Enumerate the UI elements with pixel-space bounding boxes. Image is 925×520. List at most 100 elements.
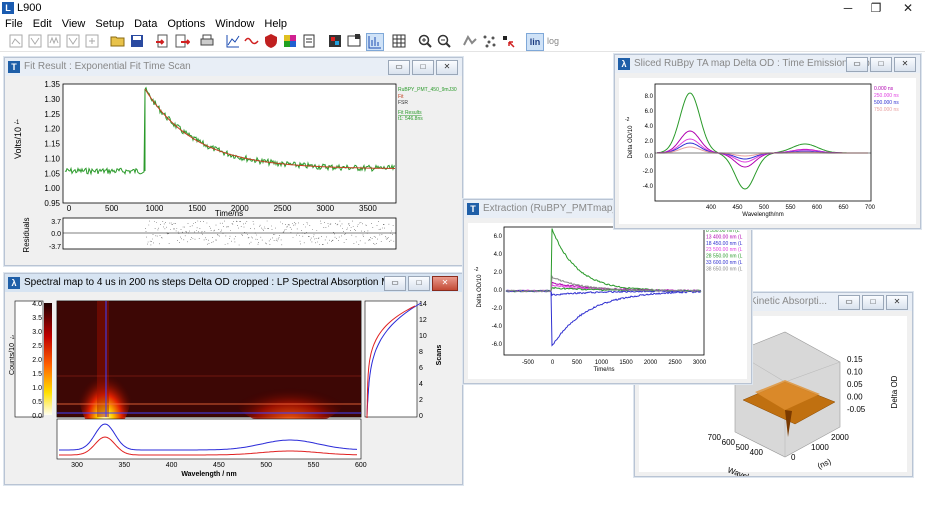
fit-ytick: 0.95 [44, 199, 60, 208]
grid-colors-icon[interactable] [282, 33, 298, 49]
spectral-map-window: λ Spectral map to 4 us in 200 ns steps D… [4, 273, 463, 485]
kinetic-wavelength-tick: 500 [736, 443, 750, 452]
extraction-ytick: 2.0 [494, 270, 503, 276]
spectral-close-button[interactable]: ✕ [432, 276, 458, 291]
sliced-window-titlebar[interactable]: λ Sliced RuBpy TA map Delta OD : Time Em… [615, 55, 920, 73]
spectral-xtick: 300 [71, 462, 83, 469]
spectrum-profile-red [59, 436, 358, 456]
spectral-ylabel-exponent: -1 [10, 335, 15, 341]
extraction-ylabel-exponent: -2 [474, 267, 479, 273]
palette-icon[interactable] [327, 33, 343, 49]
sliced-plot[interactable]: 8.0 6.0 4.0 2.0 0.0 -2.0 -4.0 400 450 500 550 600 6… [615, 74, 920, 228]
window-a-icon[interactable] [8, 33, 24, 49]
window-c-icon[interactable] [46, 33, 62, 49]
spectral-xtick: 500 [260, 462, 272, 469]
fit-window-titlebar[interactable]: T Fit Result : Exponential Fit Time Scan… [5, 58, 462, 76]
minimize-button[interactable]: ─ [843, 1, 853, 15]
cursor-icon[interactable] [500, 33, 516, 49]
shield-icon[interactable] [263, 33, 279, 49]
menu-edit[interactable]: Edit [32, 18, 52, 30]
menu-file[interactable]: File [5, 18, 23, 30]
spectral-ytick: 0.5 [32, 399, 42, 406]
menu-options[interactable]: Options [167, 18, 206, 30]
spectral-xtick: 450 [213, 462, 225, 469]
kinetic-minimize-button[interactable]: ▭ [838, 295, 860, 310]
spectral-ytick: 1.5 [32, 371, 42, 378]
fit-close-button[interactable]: ✕ [436, 60, 458, 75]
sliced-window-icon: λ [618, 58, 630, 70]
sliced-legend-entry: 750.000 ns [874, 107, 899, 113]
extraction-window-icon: T [467, 203, 479, 215]
fit-window-title: Fit Result : Exponential Fit Time Scan [24, 61, 191, 72]
window-d-icon[interactable] [65, 33, 81, 49]
extraction-legend-entry: 8 350.00 nm (L [706, 228, 740, 234]
fit-ytick: 1.30 [44, 95, 60, 104]
zoom-out-icon[interactable] [436, 33, 452, 49]
spectral-plot[interactable]: 4.0 3.5 3.0 2.5 2.0 1.5 1.0 0.5 0.0 Counts/10 -1… [5, 293, 462, 484]
document-icon[interactable] [301, 33, 317, 49]
sliced-legend-entry: 0.000 ns [874, 86, 894, 92]
export-icon[interactable] [174, 33, 190, 49]
fit-exponential-curve [144, 88, 395, 169]
close-button[interactable]: ✕ [902, 1, 914, 15]
fit-result-window: T Fit Result : Exponential Fit Time Scan… [4, 57, 463, 266]
menu-data[interactable]: Data [134, 18, 158, 30]
window-e-icon[interactable] [84, 33, 100, 49]
spectral-ytick: 1.0 [32, 385, 42, 392]
extraction-plot[interactable]: 6.0 4.0 2.0 0.0 -2.0 -4.0 -6.0 -500 0 500 1000 150… [464, 219, 751, 383]
restore-button[interactable]: ❐ [870, 1, 882, 15]
spectral-maximize-button[interactable]: □ [408, 276, 430, 291]
fit-legend-results: Fit Results [398, 110, 422, 116]
sliced-window-title: Sliced RuBpy TA map Delta OD : Time Emis… [634, 58, 870, 69]
spectral-window-titlebar[interactable]: λ Spectral map to 4 us in 200 ns steps D… [5, 274, 462, 292]
menu-help[interactable]: Help [264, 18, 288, 30]
sliced-xtick: 600 [812, 205, 823, 211]
chart-active-icon[interactable] [366, 33, 384, 51]
extraction-legend-entry: 38 650.00 nm (L [706, 266, 743, 272]
menu-view[interactable]: View [61, 18, 86, 30]
kinetic-maximize-button[interactable]: □ [862, 295, 884, 310]
table-grid-icon[interactable] [391, 33, 407, 49]
menu-setup[interactable]: Setup [95, 18, 125, 30]
kinetic-close-button[interactable]: ✕ [886, 295, 908, 310]
fit-ylabel: Volts/10 [13, 127, 23, 159]
fit-maximize-button[interactable]: □ [412, 60, 434, 75]
zoom-in-icon[interactable] [417, 33, 433, 49]
print-icon[interactable] [199, 33, 215, 49]
lin-icon[interactable]: lin [526, 33, 544, 51]
spectral-minimize-button[interactable]: ▭ [384, 276, 406, 291]
res-tick-bottom: -3.7 [49, 244, 61, 251]
sliced-minimize-button[interactable]: ▭ [846, 57, 868, 72]
spectral-ytick: 0.0 [32, 413, 42, 420]
spectral-xtick: 600 [355, 462, 367, 469]
save-disk-icon[interactable] [129, 33, 145, 49]
sliced-ytick: -4.0 [643, 184, 654, 190]
menu-window[interactable]: Window [215, 18, 255, 30]
spectral-xlabel: Wavelength / nm [181, 471, 236, 478]
scans-tick: 6 [419, 365, 423, 372]
fit-icon[interactable] [462, 33, 478, 49]
open-folder-icon[interactable] [110, 33, 126, 49]
spectral-ytick: 2.5 [32, 343, 42, 350]
signal-icon[interactable] [244, 33, 260, 49]
log-icon[interactable]: log [546, 36, 559, 46]
sliced-plot-frame [654, 83, 872, 202]
window-b-icon[interactable] [27, 33, 43, 49]
import-icon[interactable] [155, 33, 171, 49]
scatter-icon[interactable] [481, 33, 497, 49]
plot-icon[interactable] [225, 33, 241, 49]
sliced-ytick: -2.0 [643, 169, 654, 175]
spectral-ytick: 4.0 [32, 301, 42, 308]
residuals-frame [62, 217, 397, 250]
sliced-close-button[interactable]: ✕ [894, 57, 916, 72]
kinetic-surface-dip [785, 410, 792, 437]
fit-plot[interactable]: 1.35 1.30 1.25 1.20 1.15 1.10 1.05 1.00 0.95 0 50… [5, 77, 462, 265]
sliced-maximize-button[interactable]: □ [870, 57, 892, 72]
fit-minimize-button[interactable]: ▭ [388, 60, 410, 75]
heatmap-band-550nm [235, 370, 345, 426]
fit-xtick: 2000 [231, 204, 249, 213]
app-title: L900 [17, 2, 42, 14]
settings-icon[interactable] [346, 33, 362, 49]
sliced-legend-entry: 500.000 ns [874, 100, 899, 106]
kinetic-time-tick: 1000 [811, 443, 829, 452]
